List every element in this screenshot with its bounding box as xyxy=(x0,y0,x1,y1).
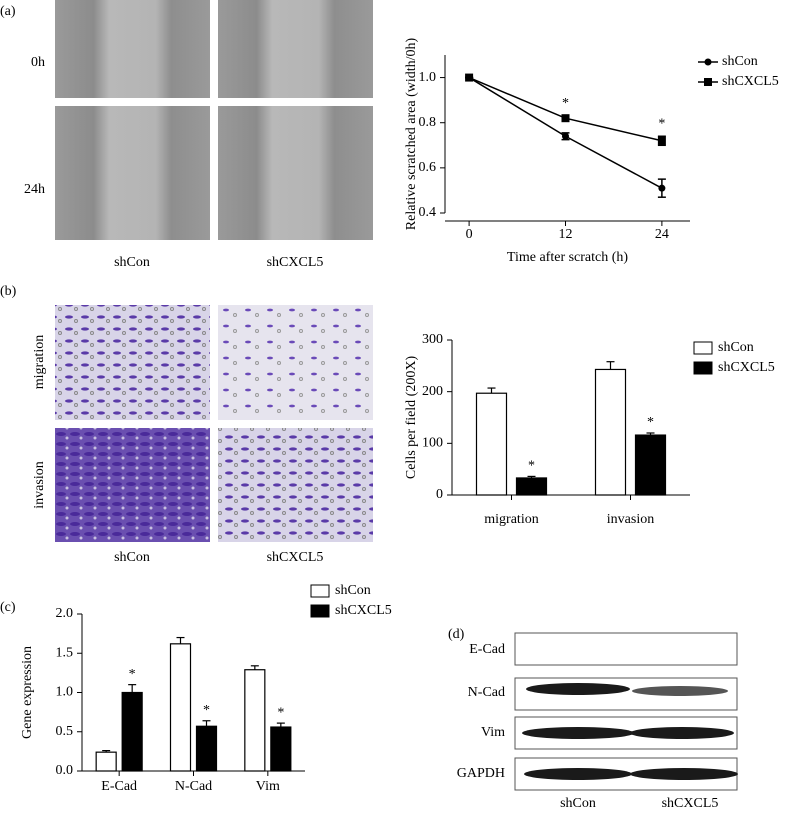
col-label: shCon xyxy=(114,255,150,270)
legend-label: shCXCL5 xyxy=(718,360,775,375)
band xyxy=(526,683,630,695)
x-tick-label: migration xyxy=(484,512,538,527)
x-tick-label: 12 xyxy=(558,227,572,242)
row-label: 0h xyxy=(31,55,45,70)
y-tick-label: 1.5 xyxy=(56,645,74,660)
legend-label: shCon xyxy=(718,340,754,355)
scratch-images xyxy=(55,0,373,240)
bar xyxy=(195,725,218,772)
image xyxy=(55,305,210,420)
x-axis-title: Time after scratch (h) xyxy=(507,250,628,265)
western-blot xyxy=(514,632,738,791)
significance: * xyxy=(528,459,535,474)
y-tick-label: 0.0 xyxy=(56,763,74,778)
bar xyxy=(270,726,292,772)
legend-marker xyxy=(704,78,712,86)
x-tick-label: N-Cad xyxy=(175,779,212,794)
x-tick-label: 0 xyxy=(466,227,473,242)
row-label: 24h xyxy=(24,182,45,197)
row-label: E-Cad xyxy=(469,642,505,657)
bar xyxy=(594,368,627,496)
bar xyxy=(475,392,508,496)
y-axis-title: Cells per field (200X) xyxy=(404,356,419,480)
panel-label: (d) xyxy=(448,627,465,642)
significance: * xyxy=(658,116,665,131)
blot-bands xyxy=(522,683,738,780)
transwell-images xyxy=(55,305,373,542)
panel-label: (b) xyxy=(0,284,17,299)
row-label: N-Cad xyxy=(468,685,505,700)
bar xyxy=(121,691,143,772)
legend-label: shCXCL5 xyxy=(335,603,392,618)
y-tick-label: 0 xyxy=(436,487,443,502)
y-tick-label: 2.0 xyxy=(56,606,74,621)
significance: * xyxy=(647,415,654,430)
panel-label: (a) xyxy=(0,4,16,19)
image xyxy=(218,305,373,420)
band xyxy=(630,768,738,780)
significance: * xyxy=(203,703,210,718)
legend-swatch xyxy=(310,604,330,618)
legend-swatch xyxy=(693,341,713,355)
legend-label: shCXCL5 xyxy=(722,74,779,89)
image xyxy=(218,106,373,240)
y-tick-label: 1.0 xyxy=(419,70,437,85)
image xyxy=(55,0,210,98)
marker xyxy=(561,132,569,140)
marker xyxy=(658,184,666,192)
significance: * xyxy=(277,705,284,720)
y-tick-label: 100 xyxy=(422,436,443,451)
blot-strip xyxy=(514,632,738,666)
image xyxy=(218,0,373,98)
legend-swatch xyxy=(693,361,713,375)
row-label: Vim xyxy=(481,725,505,740)
marker xyxy=(465,73,474,82)
bar xyxy=(244,669,266,772)
col-label: shCXCL5 xyxy=(267,255,324,270)
row-label: migration xyxy=(32,335,47,389)
marker xyxy=(561,114,570,123)
y-tick-label: 200 xyxy=(422,384,443,399)
y-tick-label: 1.0 xyxy=(56,685,74,700)
x-tick-label: Vim xyxy=(256,779,280,794)
marker xyxy=(657,136,666,145)
legend-label: shCon xyxy=(335,583,371,598)
y-tick-label: 0.5 xyxy=(56,724,74,739)
y-tick-label: 0.8 xyxy=(419,115,437,130)
image xyxy=(55,106,210,240)
legend-marker xyxy=(704,58,712,66)
image xyxy=(218,428,373,542)
row-label: GAPDH xyxy=(457,766,505,781)
y-tick-label: 0.4 xyxy=(419,205,437,220)
legend-label: shCon xyxy=(722,54,758,69)
bar xyxy=(634,434,667,496)
panel-label: (c) xyxy=(0,600,16,615)
y-axis-title: Gene expression xyxy=(20,646,35,739)
band xyxy=(630,727,734,739)
row-label: invasion xyxy=(32,461,47,508)
y-tick-label: 300 xyxy=(422,332,443,347)
image xyxy=(55,428,210,542)
bar xyxy=(169,643,192,772)
x-tick-label: 24 xyxy=(655,227,669,242)
x-tick-label: invasion xyxy=(607,512,654,527)
significance: * xyxy=(562,96,569,111)
x-tick-label: E-Cad xyxy=(101,779,137,794)
legend-swatch xyxy=(310,584,330,598)
bar xyxy=(95,751,117,772)
col-label: shCon xyxy=(114,550,150,565)
significance: * xyxy=(129,667,136,682)
band xyxy=(522,727,634,739)
band xyxy=(632,686,728,696)
band xyxy=(524,768,632,780)
col-label: shCon xyxy=(560,796,596,811)
col-label: shCXCL5 xyxy=(267,550,324,565)
y-axis-title: Relative scratched area (width/0h) xyxy=(404,37,419,230)
col-label: shCXCL5 xyxy=(662,796,719,811)
y-tick-label: 0.6 xyxy=(419,160,437,175)
bar xyxy=(515,477,548,496)
